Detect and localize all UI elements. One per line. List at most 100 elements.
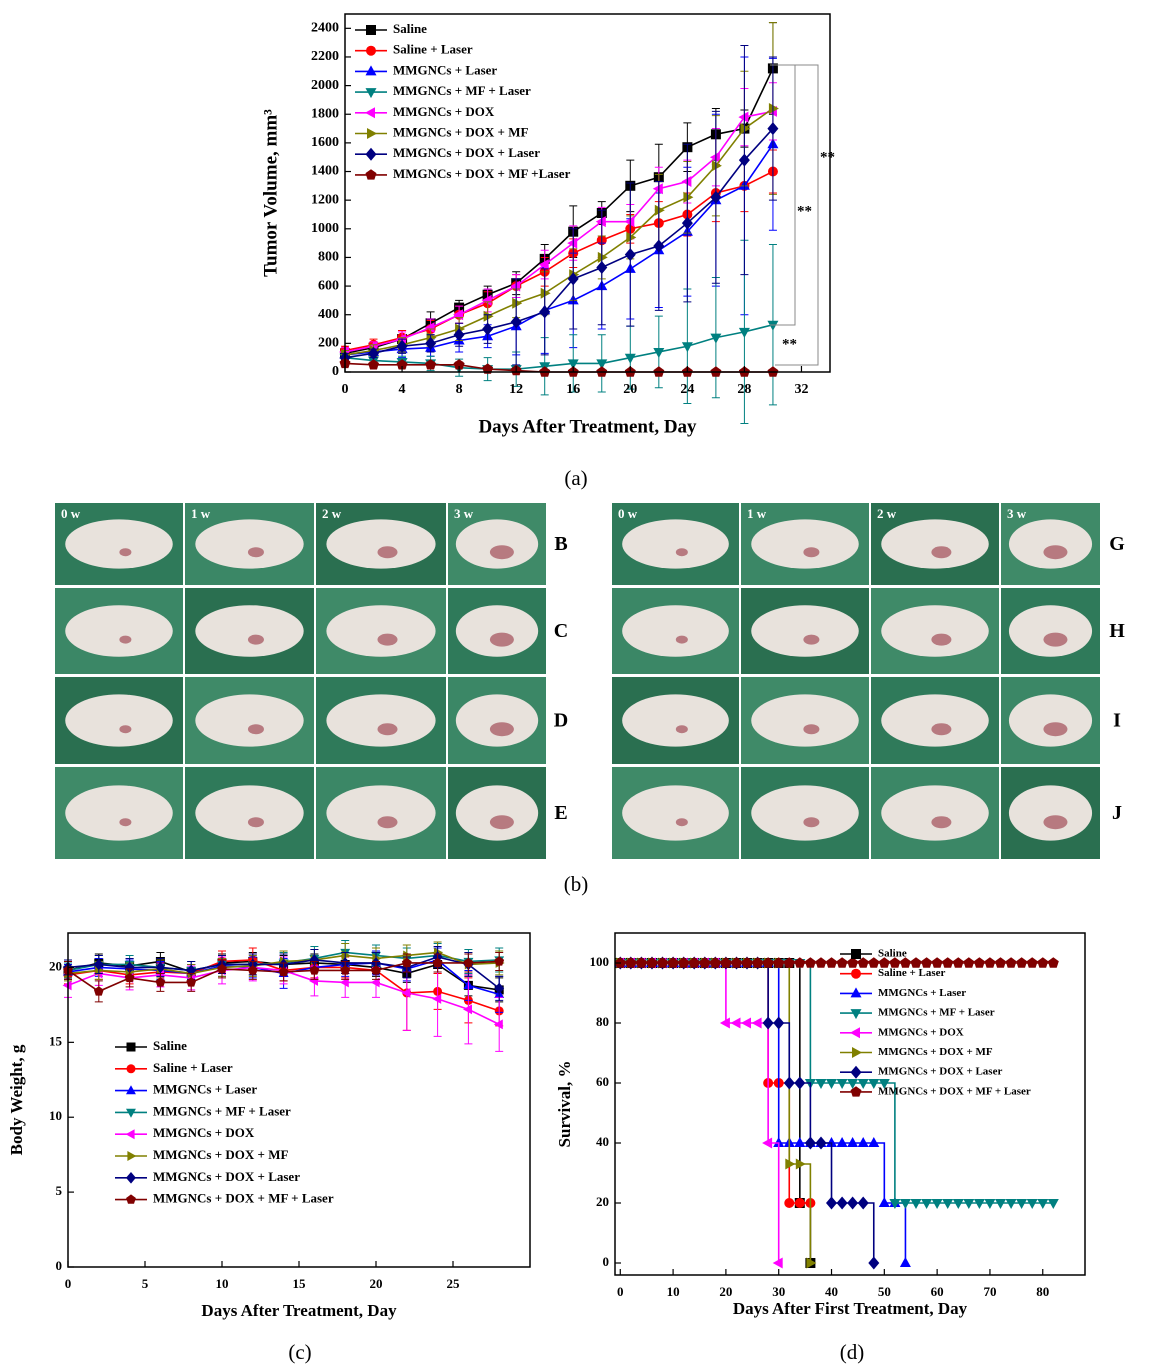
marker xyxy=(889,1199,901,1209)
legend-label: Saline xyxy=(878,948,907,960)
y-tick-label: 0 xyxy=(603,1254,610,1269)
marker xyxy=(773,1137,785,1147)
legend-marker xyxy=(126,1108,136,1118)
photo-tumor xyxy=(675,818,688,827)
photo-subject xyxy=(622,605,729,657)
legend-label: MMGNCs + DOX + MF xyxy=(393,124,528,139)
photo-subject xyxy=(65,785,173,841)
marker xyxy=(653,348,665,358)
legend-marker xyxy=(365,147,377,161)
legend-marker xyxy=(851,949,861,959)
row-label: H xyxy=(1109,620,1125,642)
photo-subject xyxy=(751,605,859,657)
y-tick-label: 0 xyxy=(332,364,339,379)
marker xyxy=(836,1137,848,1147)
legend-marker xyxy=(125,1129,135,1140)
photo-tumor xyxy=(931,723,952,736)
marker xyxy=(762,957,774,968)
marker xyxy=(403,950,413,961)
legend-marker xyxy=(367,128,377,139)
marker xyxy=(653,239,665,253)
marker xyxy=(815,957,827,968)
legend-label: MMGNCs + Laser xyxy=(878,987,966,999)
legend-label: MMGNCs + DOX + MF + Laser xyxy=(878,1085,1031,1097)
photo-tumor xyxy=(119,548,132,557)
marker xyxy=(654,204,665,216)
x-axis-label: Days After Treatment, Day xyxy=(478,416,697,437)
photo-subject xyxy=(326,519,436,569)
legend-marker xyxy=(126,1042,136,1052)
caption: (b) xyxy=(564,872,589,896)
marker xyxy=(738,327,750,338)
marker xyxy=(899,1199,911,1209)
x-tick-label: 50 xyxy=(878,1284,891,1299)
marker xyxy=(512,297,523,309)
marker xyxy=(370,977,380,988)
series-line xyxy=(620,962,780,1263)
marker xyxy=(731,957,742,968)
marker xyxy=(540,287,551,299)
marker xyxy=(942,1199,954,1209)
marker xyxy=(1026,957,1038,968)
legend-marker xyxy=(850,1086,862,1097)
marker xyxy=(155,977,166,987)
row-label: I xyxy=(1113,710,1121,732)
marker xyxy=(826,1079,837,1089)
photo-subject xyxy=(622,785,729,841)
marker xyxy=(910,1199,922,1209)
photo-subject xyxy=(65,694,173,747)
marker xyxy=(625,957,637,968)
y-tick-label: 600 xyxy=(318,278,339,293)
marker xyxy=(538,259,549,271)
marker xyxy=(124,961,135,974)
marker xyxy=(836,1196,848,1210)
marker xyxy=(784,1198,795,1208)
marker xyxy=(681,176,692,187)
photo-tumor xyxy=(1043,815,1068,830)
legend-label: Saline xyxy=(153,1038,187,1053)
row-label: D xyxy=(554,710,568,732)
y-tick-label: 60 xyxy=(596,1074,609,1089)
photo-subject xyxy=(326,605,436,657)
x-axis-label: Days After First Treatment, Day xyxy=(733,1299,968,1318)
photo-subject xyxy=(1008,694,1093,747)
marker xyxy=(826,1196,837,1210)
marker xyxy=(710,190,722,204)
photo-tumor xyxy=(489,545,514,560)
legend-marker xyxy=(126,1172,136,1184)
legend-label: MMGNCs + DOX xyxy=(878,1026,964,1038)
marker xyxy=(340,965,351,975)
marker xyxy=(738,153,750,167)
marker xyxy=(768,103,779,114)
photo-tumor xyxy=(377,633,398,646)
marker xyxy=(683,191,694,203)
marker xyxy=(309,976,318,986)
marker xyxy=(494,956,505,966)
marker xyxy=(857,1079,869,1089)
marker xyxy=(868,1256,880,1270)
photo-subject xyxy=(326,785,436,841)
marker xyxy=(681,216,693,230)
series-line xyxy=(344,107,774,356)
series-line xyxy=(344,110,774,353)
caption: (c) xyxy=(288,1340,311,1364)
marker xyxy=(794,957,806,968)
marker xyxy=(626,231,637,243)
series-line xyxy=(344,128,774,359)
legend-marker xyxy=(850,1027,860,1039)
legend-marker xyxy=(126,1064,136,1074)
marker xyxy=(124,972,135,983)
marker xyxy=(482,322,494,336)
marker xyxy=(652,183,663,195)
x-tick-label: 0 xyxy=(617,1284,624,1299)
row-label: J xyxy=(1112,802,1122,824)
y-tick-label: 800 xyxy=(318,250,339,265)
plot xyxy=(614,956,1059,1270)
row-label: C xyxy=(554,620,568,642)
marker xyxy=(795,1158,806,1170)
marker xyxy=(995,957,1006,968)
legend-marker xyxy=(365,88,377,99)
y-tick-label: 80 xyxy=(596,1014,609,1029)
legend-marker xyxy=(851,968,861,979)
photo-tumor xyxy=(119,818,132,827)
